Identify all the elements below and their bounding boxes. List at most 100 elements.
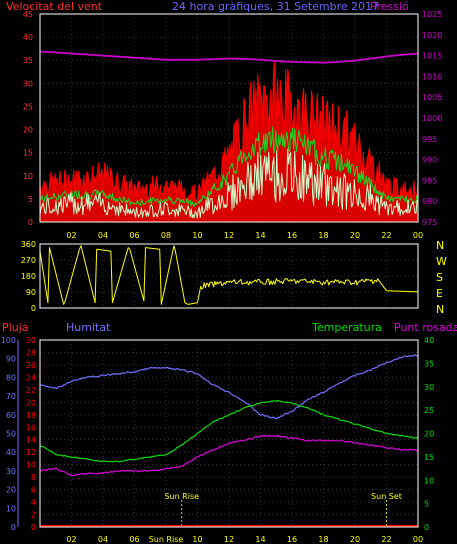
wind-tick-label: 0 — [28, 218, 33, 227]
x-tick-label: 04 — [98, 535, 108, 544]
x-tick-label: 12 — [224, 535, 234, 544]
x-tick-label: 12 — [224, 231, 234, 240]
compass-s: S — [436, 271, 443, 284]
humidity-tick-label: 50 — [6, 430, 16, 439]
rain-tick-label: 10 — [26, 461, 36, 470]
temperature-tick-label: 5 — [424, 500, 429, 509]
x-tick-label: 04 — [98, 231, 108, 240]
temperature-tick-label: 20 — [424, 430, 434, 439]
wind-tick-label: 20 — [23, 126, 33, 135]
wind-tick-label: 10 — [23, 172, 33, 181]
compass-w: W — [436, 255, 447, 268]
x-tick-label: 06 — [129, 535, 139, 544]
temperature-tick-label: 35 — [424, 359, 434, 368]
humidity-tick-label: 80 — [6, 373, 16, 382]
rain-tick-label: 2 — [31, 511, 36, 520]
wind-tick-label: 25 — [23, 102, 33, 111]
wind-tick-label: 30 — [23, 79, 33, 88]
pressure-line — [39, 50, 419, 64]
pressure-tick-label: 980 — [422, 197, 437, 206]
rain-tick-label: 22 — [26, 386, 36, 395]
pressure-tick-label: 990 — [422, 156, 437, 165]
wind-minimum-line — [39, 148, 419, 219]
sun-rise-axis-label: Sun Rise — [149, 535, 184, 544]
x-tick-label: 00 — [413, 231, 423, 240]
rain-tick-label: 16 — [26, 423, 36, 432]
pressure-tick-label: 995 — [422, 135, 437, 144]
temperature-tick-label: 15 — [424, 453, 434, 462]
sun-rise-label: Sun Rise — [164, 492, 199, 501]
humidity-title: Humitat — [66, 321, 111, 334]
sun-set-label: Sun Set — [371, 492, 402, 501]
x-tick-label: 18 — [318, 535, 328, 544]
rain-tick-label: 14 — [26, 436, 36, 445]
direction-tick-label: 0 — [31, 304, 36, 313]
humidity-tick-label: 60 — [6, 411, 16, 420]
x-tick-label: 02 — [66, 535, 76, 544]
rain-tick-label: 18 — [26, 411, 36, 420]
rain-humidity-temp-panel: 0102030405060708090100024681012141618202… — [1, 336, 434, 544]
x-tick-label: 02 — [66, 231, 76, 240]
dewpoint-line — [40, 434, 419, 477]
pressure-tick-label: 1015 — [422, 52, 442, 61]
humidity-tick-label: 30 — [6, 467, 16, 476]
direction-tick-label: 270 — [21, 256, 36, 265]
wind-average-line — [39, 126, 419, 207]
wind-tick-label: 40 — [23, 33, 33, 42]
pressure-tick-label: 1010 — [422, 72, 442, 81]
x-tick-label: 06 — [129, 231, 139, 240]
x-tick-label: 00 — [413, 535, 423, 544]
pressure-tick-label: 985 — [422, 176, 437, 185]
panel-frame — [39, 243, 419, 309]
direction-tick-label: 90 — [26, 288, 36, 297]
pressure-tick-label: 1025 — [422, 10, 442, 19]
humidity-tick-label: 70 — [6, 392, 16, 401]
wind-direction-line — [39, 245, 419, 305]
temperature-tick-label: 25 — [424, 406, 434, 415]
compass-e: E — [436, 287, 443, 300]
temperature-line — [39, 400, 419, 463]
wind-pressure-panel: 0510152025303540459759809859909951000100… — [23, 10, 443, 240]
x-tick-label: 18 — [318, 231, 328, 240]
humidity-tick-label: 100 — [1, 336, 16, 345]
panel-frame — [39, 13, 419, 223]
x-tick-label: 16 — [287, 535, 297, 544]
wind-tick-label: 35 — [23, 56, 33, 65]
rain-tick-label: 28 — [26, 348, 36, 357]
rain-tick-label: 8 — [31, 473, 36, 482]
panel-frame — [39, 339, 419, 528]
pressure-tick-label: 1020 — [422, 31, 442, 40]
compass-n-top: N — [436, 239, 444, 252]
rain-title: Pluja — [2, 321, 28, 334]
x-tick-label: 10 — [192, 231, 202, 240]
x-tick-label: 20 — [350, 231, 360, 240]
x-tick-label: 14 — [255, 231, 265, 240]
direction-tick-label: 180 — [21, 272, 36, 281]
rain-tick-label: 20 — [26, 398, 36, 407]
rain-tick-label: 12 — [26, 448, 36, 457]
x-tick-label: 08 — [161, 231, 171, 240]
temperature-title: Temperatura — [311, 321, 382, 334]
rain-tick-label: 24 — [26, 373, 36, 382]
x-tick-label: 16 — [287, 231, 297, 240]
x-tick-label: 20 — [350, 535, 360, 544]
humidity-line — [39, 354, 419, 420]
x-tick-label: 22 — [381, 231, 391, 240]
x-tick-label: 10 — [192, 535, 202, 544]
pressure-tick-label: 1000 — [422, 114, 442, 123]
rain-tick-label: 6 — [31, 486, 36, 495]
x-tick-label: 22 — [381, 535, 391, 544]
rain-tick-label: 30 — [26, 336, 36, 345]
temperature-tick-label: 40 — [424, 336, 434, 345]
wind-tick-label: 45 — [23, 10, 33, 19]
pressure-tick-label: 1005 — [422, 93, 442, 102]
rain-tick-label: 4 — [31, 498, 36, 507]
wind-direction-panel: 0 90 180 270 360 — [21, 240, 419, 313]
chart-title: 24 hora gràfiques, 31 Setembre 2017 — [172, 0, 379, 13]
dewpoint-title: Punt rosada — [394, 321, 457, 334]
humidity-tick-label: 20 — [6, 486, 16, 495]
wind-speed-title: Velocitat del vent — [6, 0, 103, 13]
temperature-tick-label: 10 — [424, 476, 434, 485]
